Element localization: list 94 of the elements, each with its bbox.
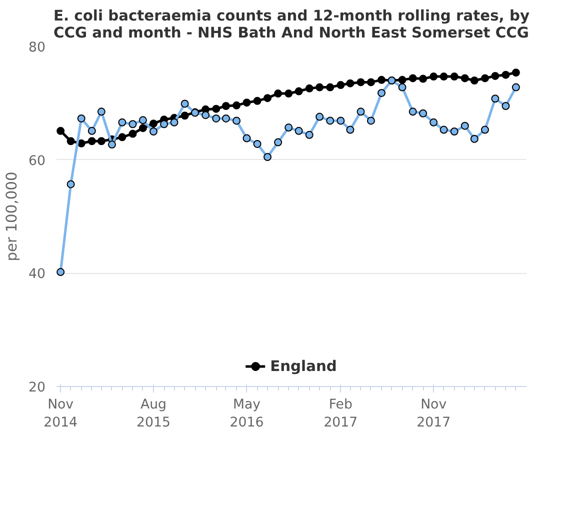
point — [97, 108, 106, 116]
point — [398, 83, 406, 92]
point — [77, 114, 86, 122]
point — [430, 118, 438, 126]
point — [356, 78, 365, 86]
point — [408, 74, 417, 82]
point — [274, 90, 282, 98]
point — [305, 130, 314, 139]
point — [502, 102, 510, 110]
point — [253, 96, 262, 105]
point — [118, 133, 126, 142]
point — [450, 72, 458, 81]
point — [398, 76, 406, 84]
point — [326, 116, 334, 125]
point — [366, 78, 375, 86]
point — [440, 126, 448, 134]
point — [336, 116, 345, 125]
point — [316, 83, 324, 92]
point — [222, 102, 230, 110]
point — [212, 114, 220, 122]
point — [378, 88, 386, 97]
point — [294, 126, 303, 135]
point — [460, 122, 469, 130]
legend-label: England — [270, 358, 337, 374]
point — [366, 116, 375, 125]
point — [419, 109, 428, 118]
y-tick-label: 20 — [28, 380, 46, 396]
point — [460, 74, 469, 82]
point — [470, 134, 478, 143]
point — [336, 81, 345, 90]
point — [180, 100, 189, 108]
point — [56, 126, 65, 135]
x-tick-label: May 2016 — [230, 398, 264, 430]
point — [77, 139, 86, 148]
point — [128, 120, 137, 128]
point — [242, 134, 251, 142]
point — [232, 116, 241, 125]
point — [378, 76, 386, 84]
point — [160, 120, 168, 128]
point — [170, 118, 178, 126]
point — [430, 72, 438, 81]
y-tick-label: 80 — [28, 40, 46, 56]
point — [232, 101, 241, 110]
point — [66, 137, 75, 146]
point — [316, 112, 324, 121]
point — [284, 90, 293, 98]
point — [470, 76, 478, 84]
point — [118, 118, 126, 126]
point — [212, 104, 220, 113]
y-tick-label: 40 — [28, 267, 46, 282]
point — [88, 126, 96, 135]
point — [108, 140, 116, 149]
point — [512, 83, 520, 92]
point — [264, 153, 272, 161]
point — [149, 120, 158, 128]
point — [346, 126, 354, 134]
point — [264, 94, 272, 102]
point — [138, 124, 147, 132]
point — [440, 72, 448, 81]
point — [97, 137, 106, 146]
point — [284, 124, 293, 132]
x-tick-label: Nov 2014 — [44, 398, 78, 430]
y-axis-title: per 100,000 — [4, 172, 21, 262]
point — [56, 268, 65, 276]
point — [222, 114, 230, 122]
point — [274, 138, 282, 146]
point — [502, 70, 510, 79]
point — [491, 94, 500, 103]
point — [480, 74, 489, 82]
point — [128, 130, 137, 138]
x-tick-label: Feb 2017 — [324, 398, 358, 430]
point — [253, 140, 262, 148]
x-tick-label: Nov 2017 — [416, 398, 451, 430]
point — [480, 126, 489, 134]
point — [242, 98, 251, 107]
point — [491, 72, 500, 80]
point — [419, 74, 428, 83]
point — [512, 68, 520, 77]
point — [346, 79, 354, 88]
point — [202, 111, 210, 120]
x-tick-label: Aug 2015 — [136, 398, 170, 430]
point — [149, 128, 158, 136]
point — [356, 108, 365, 116]
point — [180, 112, 189, 120]
chart-title: E. coli bacteraemia counts and 12-month rolling rates, by CCG and month - NHS Bath And North East Somerset CCG — [53, 8, 530, 42]
point — [88, 137, 96, 146]
point — [294, 87, 303, 96]
point — [66, 180, 75, 188]
point — [138, 116, 147, 124]
point — [326, 83, 334, 92]
point — [305, 84, 314, 92]
y-tick-label: 60 — [28, 154, 46, 169]
point — [450, 128, 458, 136]
point — [408, 108, 417, 116]
